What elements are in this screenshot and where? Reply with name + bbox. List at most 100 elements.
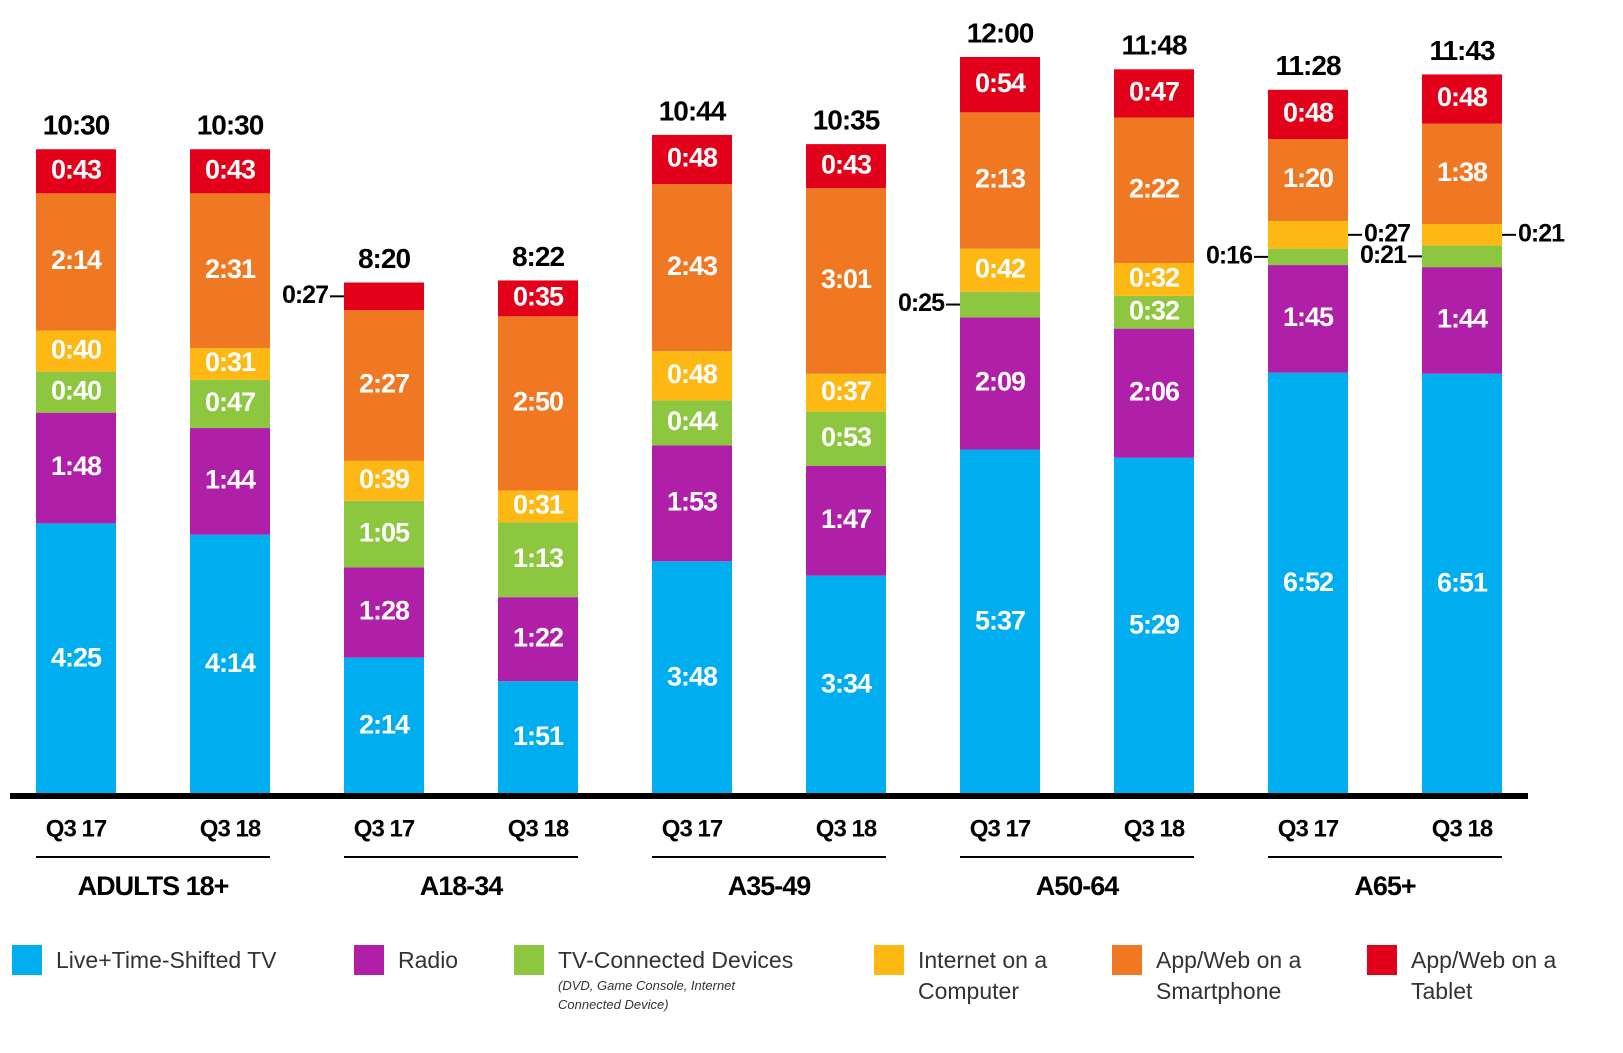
value-label: 1:20 xyxy=(1283,163,1333,193)
value-label: 2:13 xyxy=(975,164,1026,194)
bar-segment xyxy=(1114,328,1194,458)
value-label: 1:13 xyxy=(513,543,564,573)
legend-item: Internet on a Computer xyxy=(874,945,1068,1007)
bar-segment xyxy=(36,523,116,795)
bar-segment xyxy=(498,490,578,523)
x-tick-label: Q3 17 xyxy=(1278,815,1339,842)
bar-segment xyxy=(344,460,424,501)
value-label: 6:51 xyxy=(1437,567,1488,597)
value-label: 0:43 xyxy=(821,149,872,179)
value-label: 1:51 xyxy=(513,721,564,751)
bar-segment xyxy=(960,449,1040,795)
value-label: 0:40 xyxy=(51,334,101,364)
value-label: 0:32 xyxy=(1129,263,1179,293)
value-label: 1:44 xyxy=(1437,304,1488,334)
bar-segment xyxy=(806,373,886,412)
value-label: 0:35 xyxy=(513,282,564,312)
value-label: 0:32 xyxy=(1129,295,1179,325)
bar-segment xyxy=(190,428,270,535)
total-label: 10:44 xyxy=(659,95,727,126)
total-label: 10:30 xyxy=(197,110,264,141)
legend-label: Live+Time-Shifted TV xyxy=(56,947,277,973)
legend-item: TV-Connected Devices (DVD, Game Console, … xyxy=(514,945,798,1014)
value-label: 2:14 xyxy=(51,245,102,275)
bar-segment xyxy=(190,534,270,795)
value-label: 0:54 xyxy=(975,68,1026,98)
total-label: 10:30 xyxy=(43,110,110,141)
bar-segment xyxy=(652,134,732,185)
value-label: 1:05 xyxy=(359,517,410,547)
bar-segment xyxy=(652,184,732,352)
value-label: 1:53 xyxy=(667,487,718,517)
legend-item: Live+Time-Shifted TV xyxy=(12,945,277,976)
value-label: 0:48 xyxy=(1437,82,1488,112)
bar-segment xyxy=(498,280,578,317)
bar-segment xyxy=(1422,74,1502,124)
bar-segment xyxy=(1268,89,1348,139)
value-label: 0:39 xyxy=(359,464,410,494)
value-label: 3:34 xyxy=(821,668,872,698)
legend-note: (DVD, Game Console, Internet Connected D… xyxy=(558,978,736,1012)
value-label: 4:25 xyxy=(51,642,102,672)
bar-segment xyxy=(344,282,424,311)
bar-segment xyxy=(36,412,116,524)
legend-text: Radio xyxy=(398,945,458,976)
value-label: 0:31 xyxy=(513,490,564,520)
value-label: 0:47 xyxy=(1129,77,1179,107)
bar-segment xyxy=(1422,267,1502,374)
bar-segment xyxy=(1114,457,1194,795)
bar-segment xyxy=(652,351,732,401)
group-label: A50-64 xyxy=(1036,871,1120,901)
bar-segment xyxy=(36,149,116,194)
bar-segment xyxy=(344,500,424,568)
group-label: ADULTS 18+ xyxy=(78,871,229,901)
value-label: 2:14 xyxy=(359,709,410,739)
total-label: 11:43 xyxy=(1429,35,1494,66)
bar-segment xyxy=(190,348,270,380)
value-label: 2:06 xyxy=(1129,376,1180,406)
legend-text: App/Web on a Smartphone xyxy=(1156,945,1341,1007)
bar-segment xyxy=(960,248,1040,292)
legend-swatch xyxy=(1112,945,1142,975)
value-label: 0:48 xyxy=(667,143,718,173)
bar-segment xyxy=(652,561,732,795)
value-label: 1:44 xyxy=(205,464,256,494)
bar-segment xyxy=(344,310,424,461)
bar-segment xyxy=(344,657,424,795)
bar-segment xyxy=(806,188,886,374)
bar-segment xyxy=(806,465,886,576)
bar-segment xyxy=(960,57,1040,113)
bar-segment xyxy=(1114,69,1194,118)
bar-segment xyxy=(806,575,886,795)
x-tick-label: Q3 18 xyxy=(1124,815,1185,842)
bar-segment xyxy=(1422,373,1502,795)
bar-segment xyxy=(36,330,116,372)
bar-segment xyxy=(806,411,886,466)
value-label: 0:53 xyxy=(821,422,872,452)
total-label: 11:48 xyxy=(1121,30,1186,61)
bar-segment xyxy=(1268,372,1348,795)
value-label: 0:48 xyxy=(1283,98,1334,128)
bar-segment xyxy=(190,193,270,349)
bar-segment xyxy=(960,317,1040,450)
value-label: 1:28 xyxy=(359,596,410,626)
bar-segment xyxy=(498,681,578,795)
value-label: 0:27 xyxy=(1364,219,1410,247)
group-label: A18-34 xyxy=(420,871,504,901)
bar-segment xyxy=(652,400,732,446)
bar-segment xyxy=(190,379,270,429)
legend-swatch xyxy=(354,945,384,975)
x-tick-label: Q3 17 xyxy=(46,815,107,842)
legend-item: App/Web on a Smartphone xyxy=(1112,945,1341,1007)
bar-segment xyxy=(806,144,886,189)
value-label: 5:29 xyxy=(1129,610,1180,640)
value-label: 2:27 xyxy=(359,369,409,399)
value-label: 0:37 xyxy=(821,376,871,406)
value-label: 0:44 xyxy=(667,406,718,436)
total-label: 8:20 xyxy=(358,243,410,274)
value-label: 1:45 xyxy=(1283,302,1334,332)
chart: 4:25 1:48 0:40 0:40 2:14 0:43 10:30 Q3 17 4:14 1:… xyxy=(10,17,1566,901)
value-label: 1:48 xyxy=(51,451,102,481)
bar-segment xyxy=(1268,139,1348,221)
